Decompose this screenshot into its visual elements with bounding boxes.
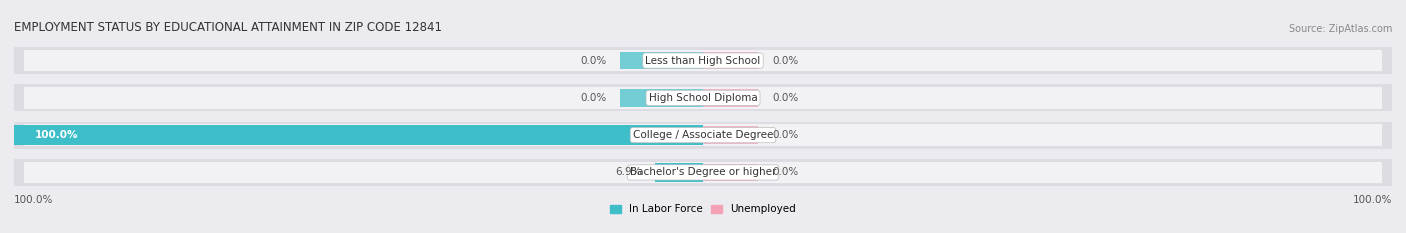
Bar [620,52,703,69]
Bar [703,52,758,69]
Text: 0.0%: 0.0% [581,93,606,103]
Legend: In Labor Force, Unemployed: In Labor Force, Unemployed [606,200,800,219]
Bar [14,159,1392,186]
Bar [24,87,1382,109]
Text: 0.0%: 0.0% [581,56,606,65]
Bar [14,122,1392,149]
Text: EMPLOYMENT STATUS BY EDUCATIONAL ATTAINMENT IN ZIP CODE 12841: EMPLOYMENT STATUS BY EDUCATIONAL ATTAINM… [14,21,441,34]
Bar [14,125,703,145]
Bar [655,163,703,182]
Bar [703,89,758,107]
Bar [703,126,758,144]
Bar [14,47,1392,74]
Text: Bachelor's Degree or higher: Bachelor's Degree or higher [630,168,776,177]
Text: College / Associate Degree: College / Associate Degree [633,130,773,140]
Text: 100.0%: 100.0% [1353,195,1392,205]
Text: 0.0%: 0.0% [772,93,799,103]
Text: Less than High School: Less than High School [645,56,761,65]
Bar [620,89,703,107]
Text: 100.0%: 100.0% [14,195,53,205]
Bar [703,164,758,181]
Text: 100.0%: 100.0% [35,130,79,140]
Text: 0.0%: 0.0% [772,130,799,140]
Bar [14,84,1392,111]
Text: Source: ZipAtlas.com: Source: ZipAtlas.com [1288,24,1392,34]
Bar [24,50,1382,71]
Bar [24,162,1382,183]
Bar [24,124,1382,146]
Text: 0.0%: 0.0% [772,168,799,177]
Text: High School Diploma: High School Diploma [648,93,758,103]
Text: 6.9%: 6.9% [616,168,641,177]
Text: 0.0%: 0.0% [772,56,799,65]
